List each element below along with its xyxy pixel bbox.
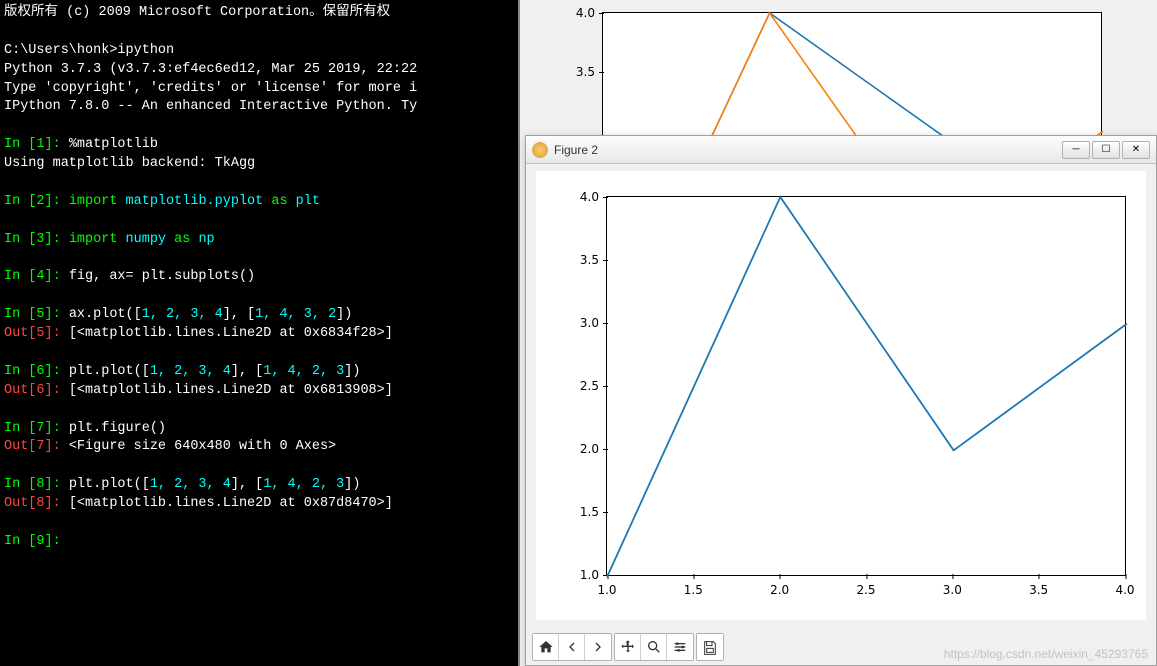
figure-2-svg [607,197,1127,577]
x-tick-label: 1.5 [684,575,703,597]
matplotlib-toolbar [532,633,724,661]
forward-button[interactable] [585,634,611,660]
x-tick-label: 3.0 [943,575,962,597]
save-button[interactable] [697,634,723,660]
in-7: In [7]: plt.figure() [4,420,514,439]
in-2: In [2]: import matplotlib.pyplot as plt [4,193,514,212]
in-9: In [9]: [4,533,514,552]
y-tick-label: 2.5 [580,379,607,393]
y-tick-label: 4.0 [576,6,603,20]
x-tick-label: 4.0 [1115,575,1134,597]
x-tick-label: 3.5 [1029,575,1048,597]
figure-2-title: Figure 2 [554,143,1062,157]
terminal-line [4,23,514,42]
y-tick-label: 3.0 [580,316,607,330]
in-3: In [3]: import numpy as np [4,231,514,250]
python-copyright: Type 'copyright', 'credits' or 'license'… [4,80,514,99]
in-1: In [1]: %matplotlib [4,136,514,155]
out-5: Out[5]: [<matplotlib.lines.Line2D at 0x6… [4,325,514,344]
close-button[interactable]: ✕ [1122,141,1150,159]
figure-window-icon [532,142,548,158]
backend-output: Using matplotlib backend: TkAgg [4,155,514,174]
maximize-button[interactable]: ☐ [1092,141,1120,159]
back-button[interactable] [559,634,585,660]
y-tick-label: 4.0 [580,190,607,204]
figure-2-titlebar[interactable]: Figure 2 ─ ☐ ✕ [526,136,1156,164]
y-tick-label: 2.0 [580,442,607,456]
figure-1-window[interactable]: 4.0 3.5 [524,0,1157,140]
terminal-window[interactable]: 版权所有 (c) 2009 Microsoft Corporation。保留所有… [0,0,520,666]
terminal-prompt-line: C:\Users\honk>ipython [4,42,514,61]
ipython-version: IPython 7.8.0 -- An enhanced Interactive… [4,98,514,117]
pan-button[interactable] [615,634,641,660]
in-8: In [8]: plt.plot([1, 2, 3, 4], [1, 4, 2,… [4,476,514,495]
python-version: Python 3.7.3 (v3.7.3:ef4ec6ed12, Mar 25 … [4,61,514,80]
window-controls: ─ ☐ ✕ [1062,141,1150,159]
out-8: Out[8]: [<matplotlib.lines.Line2D at 0x8… [4,495,514,514]
home-button[interactable] [533,634,559,660]
figure-2-window[interactable]: Figure 2 ─ ☐ ✕ 1.0 1.5 2.0 2.5 3.0 3.5 4… [525,135,1157,666]
watermark-text: https://blog.csdn.net/weixin_45293765 [944,647,1148,661]
zoom-button[interactable] [641,634,667,660]
configure-button[interactable] [667,634,693,660]
figure-2-canvas: 1.0 1.5 2.0 2.5 3.0 3.5 4.0 1.0 1.5 2.0 … [536,171,1146,620]
figure-2-plot: 1.0 1.5 2.0 2.5 3.0 3.5 4.0 1.0 1.5 2.0 … [606,196,1126,576]
y-tick-label: 1.5 [580,505,607,519]
minimize-button[interactable]: ─ [1062,141,1090,159]
x-tick-label: 2.0 [770,575,789,597]
in-5: In [5]: ax.plot([1, 2, 3, 4], [1, 4, 3, … [4,306,514,325]
in-4: In [4]: fig, ax= plt.subplots() [4,268,514,287]
out-6: Out[6]: [<matplotlib.lines.Line2D at 0x6… [4,382,514,401]
x-tick-label: 1.0 [597,575,616,597]
y-tick-label: 3.5 [576,65,603,79]
terminal-header: 版权所有 (c) 2009 Microsoft Corporation。保留所有… [4,4,514,23]
out-7: Out[7]: <Figure size 640x480 with 0 Axes… [4,438,514,457]
in-6: In [6]: plt.plot([1, 2, 3, 4], [1, 4, 2,… [4,363,514,382]
x-tick-label: 2.5 [856,575,875,597]
y-tick-label: 3.5 [580,253,607,267]
